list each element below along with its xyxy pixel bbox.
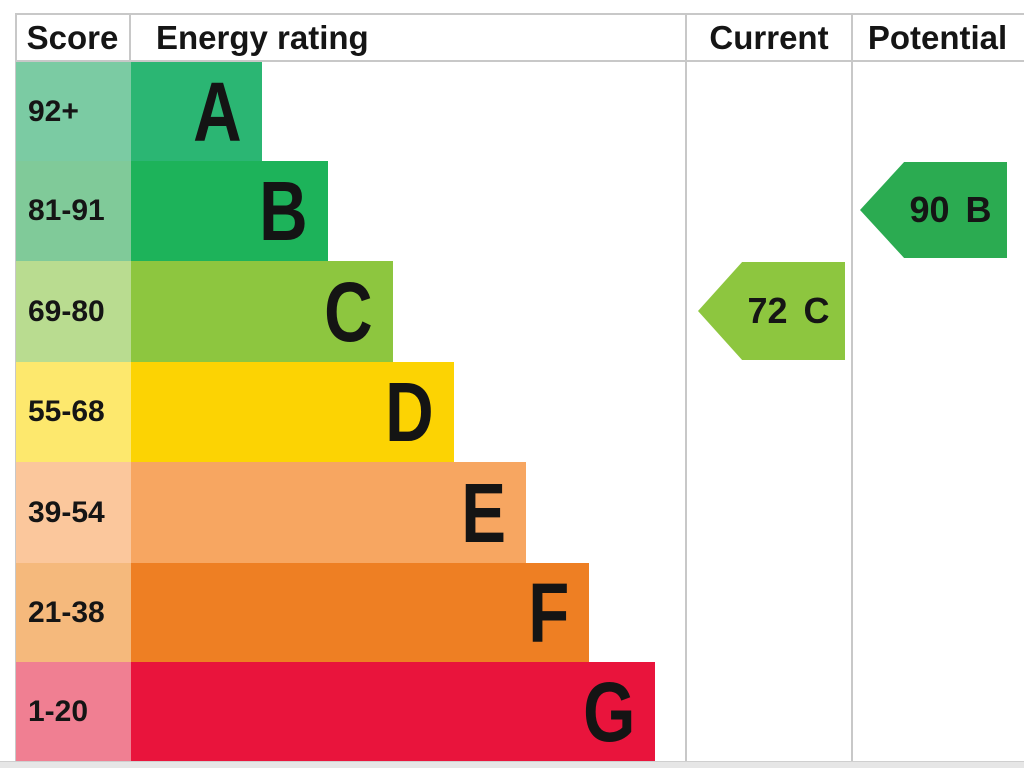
band-bar-b: B [131, 161, 328, 261]
score-range-f: 21-38 [16, 563, 131, 662]
score-range-c: 69-80 [16, 261, 131, 362]
band-row-d: 55-68 D [16, 362, 454, 462]
grid-line-potential-column-divider [851, 13, 853, 761]
band-row-g: 1-20 G [16, 662, 655, 761]
band-row-f: 21-38 F [16, 563, 589, 662]
band-letter-b: B [259, 164, 308, 258]
potential-rating-arrow: 90 B [860, 162, 1007, 258]
header-potential: Potential [867, 19, 1008, 56]
band-letter-g: G [582, 664, 635, 759]
current-rating-band: C [803, 290, 830, 331]
header-energy-rating: Energy rating [156, 19, 369, 56]
score-range-d: 55-68 [16, 362, 131, 462]
band-letter-a: A [193, 64, 242, 159]
band-row-c: 69-80 C [16, 261, 393, 362]
band-letter-d: D [385, 365, 434, 459]
score-range-e: 39-54 [16, 462, 131, 563]
header-score: Score [26, 19, 119, 56]
band-row-a: 92+ A [16, 62, 262, 161]
grid-line-current-column-divider [685, 13, 687, 761]
grid-line-header-bottom [15, 60, 1024, 62]
band-row-b: 81-91 B [16, 161, 328, 261]
band-bar-e: E [131, 462, 526, 563]
potential-rating-band: B [965, 189, 992, 230]
current-rating-value: 72 [747, 290, 788, 331]
band-bar-a: A [131, 62, 262, 161]
score-range-a: 92+ [16, 62, 131, 161]
band-bar-c: C [131, 261, 393, 362]
current-rating-arrow: 72 C [698, 262, 845, 360]
band-letter-c: C [324, 264, 373, 359]
band-letter-e: E [461, 465, 506, 560]
grid-line-score-divider [129, 13, 131, 62]
band-row-e: 39-54 E [16, 462, 526, 563]
bottom-border-strip [0, 761, 1024, 768]
band-bar-d: D [131, 362, 454, 462]
score-range-b: 81-91 [16, 161, 131, 261]
band-bar-f: F [131, 563, 589, 662]
score-range-g: 1-20 [16, 662, 131, 761]
header-current: Current [709, 19, 829, 56]
band-letter-f: F [527, 565, 569, 660]
band-bar-g: G [131, 662, 655, 761]
potential-rating-value: 90 [909, 189, 950, 230]
grid-line-top [15, 13, 1024, 15]
